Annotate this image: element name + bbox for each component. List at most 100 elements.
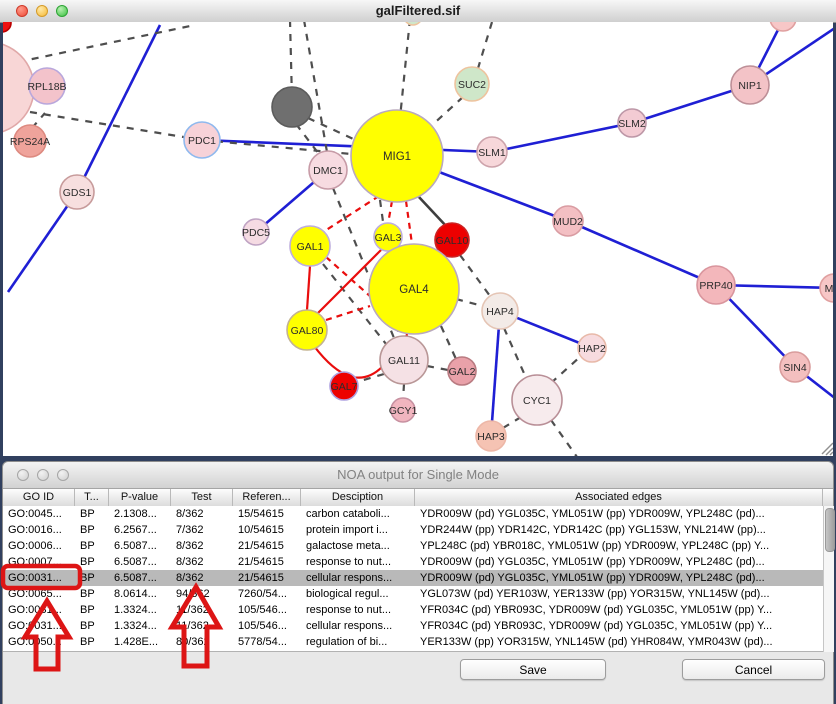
column-header-2[interactable]: P-value bbox=[109, 489, 171, 506]
table-row-3[interactable]: GO:0007... BP 6.5087... 8/362 21/54615 respon… bbox=[3, 554, 823, 570]
node-SUC2[interactable] bbox=[454, 66, 490, 102]
cell: regulation of bi... bbox=[306, 636, 388, 648]
table-row-1[interactable]: GO:0016... BP 6.2567... 7/362 10/54615 protei… bbox=[3, 522, 823, 538]
node-SIN4[interactable] bbox=[779, 351, 811, 383]
table-row-5[interactable]: GO:0065... BP 8.0614... 94/362 7260/54... bio… bbox=[3, 586, 823, 602]
cell: BP bbox=[80, 540, 95, 552]
edge-dash bbox=[322, 263, 387, 345]
node-label-SUC2: SUC2 bbox=[458, 79, 486, 91]
node-label-CYC1: CYC1 bbox=[523, 395, 551, 407]
cell: response to nut... bbox=[306, 556, 391, 568]
cell: 8/362 bbox=[176, 508, 204, 520]
cell: cellular respons... bbox=[306, 620, 393, 632]
table-row-0[interactable]: GO:0045... BP 2.1308... 8/362 15/54615 carbon… bbox=[3, 506, 823, 522]
node-GCY1[interactable] bbox=[390, 397, 416, 423]
node-label-GDS1: GDS1 bbox=[63, 187, 92, 199]
node-label-GAL80: GAL80 bbox=[291, 325, 324, 337]
scrollbar-thumb[interactable] bbox=[825, 508, 835, 552]
resize-grip[interactable] bbox=[825, 447, 833, 456]
node-MIG1[interactable] bbox=[350, 109, 444, 203]
node-GAL80[interactable] bbox=[286, 309, 328, 351]
table-row-6[interactable]: GO:0031... BP 1.3324... 11/362 105/546... res… bbox=[3, 602, 823, 618]
node-NIP1[interactable] bbox=[730, 65, 770, 105]
cell: GO:0050... bbox=[8, 636, 62, 648]
noa-minimize-button[interactable] bbox=[37, 469, 49, 481]
network-canvas[interactable]: RPL18B RPS24A GDS1 PDC1 SUC2 MIG1 SLM1 SLM2 NIP1… bbox=[0, 0, 836, 460]
node-label-GAL10: GAL10 bbox=[436, 235, 469, 247]
edge-reddash bbox=[404, 200, 414, 245]
node-label-SLM2: SLM2 bbox=[618, 118, 646, 130]
edge-reddash bbox=[325, 304, 371, 322]
node-DMC1[interactable] bbox=[308, 150, 348, 190]
node-GAL7[interactable] bbox=[329, 371, 359, 401]
node-label-MSI: MSI bbox=[825, 283, 836, 295]
resize-grip[interactable] bbox=[829, 451, 833, 456]
zoom-button[interactable] bbox=[56, 5, 68, 17]
node-PDC1[interactable] bbox=[183, 121, 221, 159]
node-SLM2[interactable] bbox=[617, 108, 647, 138]
node-HAP4[interactable] bbox=[481, 292, 519, 330]
cancel-button[interactable]: Cancel bbox=[682, 659, 825, 680]
column-header-3[interactable]: Test bbox=[171, 489, 233, 506]
cell: YPL248C (pd) YBR018C, YML051W (pp) YDR00… bbox=[420, 540, 770, 552]
column-header-4[interactable]: Referen... bbox=[233, 489, 301, 506]
column-header-6[interactable]: Associated edges bbox=[415, 489, 823, 506]
cell: 94/362 bbox=[176, 588, 210, 600]
node-GAL10[interactable] bbox=[434, 222, 470, 258]
noa-close-button[interactable] bbox=[17, 469, 29, 481]
node-dark-node[interactable] bbox=[271, 86, 313, 128]
node-MUD2[interactable] bbox=[552, 205, 584, 237]
save-button[interactable]: Save bbox=[460, 659, 606, 680]
node-CYC1[interactable] bbox=[511, 374, 563, 426]
edge-dash bbox=[502, 416, 522, 429]
node-label-RPL18B: RPL18B bbox=[27, 81, 66, 93]
node-label-HAP3: HAP3 bbox=[477, 431, 505, 443]
cell: BP bbox=[80, 636, 95, 648]
table-row-7[interactable]: GO:0031... BP 1.3324... 11/362 105/546... cel… bbox=[3, 618, 823, 634]
node-label-GAL1: GAL1 bbox=[297, 241, 324, 253]
edge-dash bbox=[474, 22, 494, 76]
node-SLM1[interactable] bbox=[476, 136, 508, 168]
column-header-1[interactable]: T... bbox=[75, 489, 109, 506]
node-pink-top[interactable] bbox=[769, 5, 797, 32]
table-body: GO:0045... BP 2.1308... 8/362 15/54615 carbon… bbox=[3, 506, 823, 652]
node-GAL11[interactable] bbox=[379, 335, 429, 385]
table-row-4[interactable]: GO:0031... BP 6.5087... 8/362 21/54615 cellul… bbox=[3, 570, 823, 586]
node-GAL1[interactable] bbox=[289, 225, 331, 267]
edge-red bbox=[314, 249, 382, 317]
table-row-8[interactable]: GO:0050... BP 1.428E... 80/362 5778/54... reg… bbox=[3, 634, 823, 650]
node-GAL4[interactable] bbox=[368, 243, 460, 335]
table-scrollbar[interactable] bbox=[823, 506, 835, 652]
node-HAP3[interactable] bbox=[475, 420, 507, 452]
node-RPL18B[interactable] bbox=[28, 67, 66, 105]
noa-zoom-button[interactable] bbox=[57, 469, 69, 481]
node-red-topleft[interactable] bbox=[0, 14, 12, 33]
cell: YFR034C (pd) YBR093C, YDR009W (pd) YGL03… bbox=[420, 620, 773, 632]
edge-blue bbox=[201, 138, 493, 154]
cell: 1.428E... bbox=[114, 636, 159, 648]
cell: YDR009W (pd) YGL035C, YML051W (pp) YDR00… bbox=[420, 572, 765, 584]
close-button[interactable] bbox=[16, 5, 28, 17]
edge-dash bbox=[17, 23, 196, 64]
cell: GO:0007... bbox=[8, 556, 62, 568]
cell: BP bbox=[80, 508, 95, 520]
node-PRP40[interactable] bbox=[696, 265, 736, 305]
column-header-0[interactable]: GO ID bbox=[3, 489, 75, 506]
cell: BP bbox=[80, 604, 95, 616]
node-GDS1[interactable] bbox=[59, 174, 95, 210]
node-RPS24A[interactable] bbox=[13, 124, 47, 158]
node-green-top[interactable] bbox=[404, 7, 422, 26]
table-header[interactable]: GO ID T... P-value Test Referen... Desciption… bbox=[3, 489, 833, 507]
column-header-5[interactable]: Desciption bbox=[301, 489, 415, 506]
minimize-button[interactable] bbox=[36, 5, 48, 17]
node-HAP2[interactable] bbox=[577, 333, 607, 363]
resize-grip[interactable] bbox=[821, 442, 833, 455]
network-background[interactable] bbox=[3, 22, 833, 456]
node-MSI[interactable] bbox=[819, 273, 836, 303]
edge-blue bbox=[75, 24, 162, 193]
table-row-2[interactable]: GO:0006... BP 6.5087... 8/362 21/54615 galact… bbox=[3, 538, 823, 554]
node-PDC5[interactable] bbox=[242, 218, 270, 246]
node-label-HAP4: HAP4 bbox=[486, 306, 514, 318]
node-GAL2[interactable] bbox=[447, 356, 477, 386]
node-GAL3[interactable] bbox=[373, 222, 403, 252]
